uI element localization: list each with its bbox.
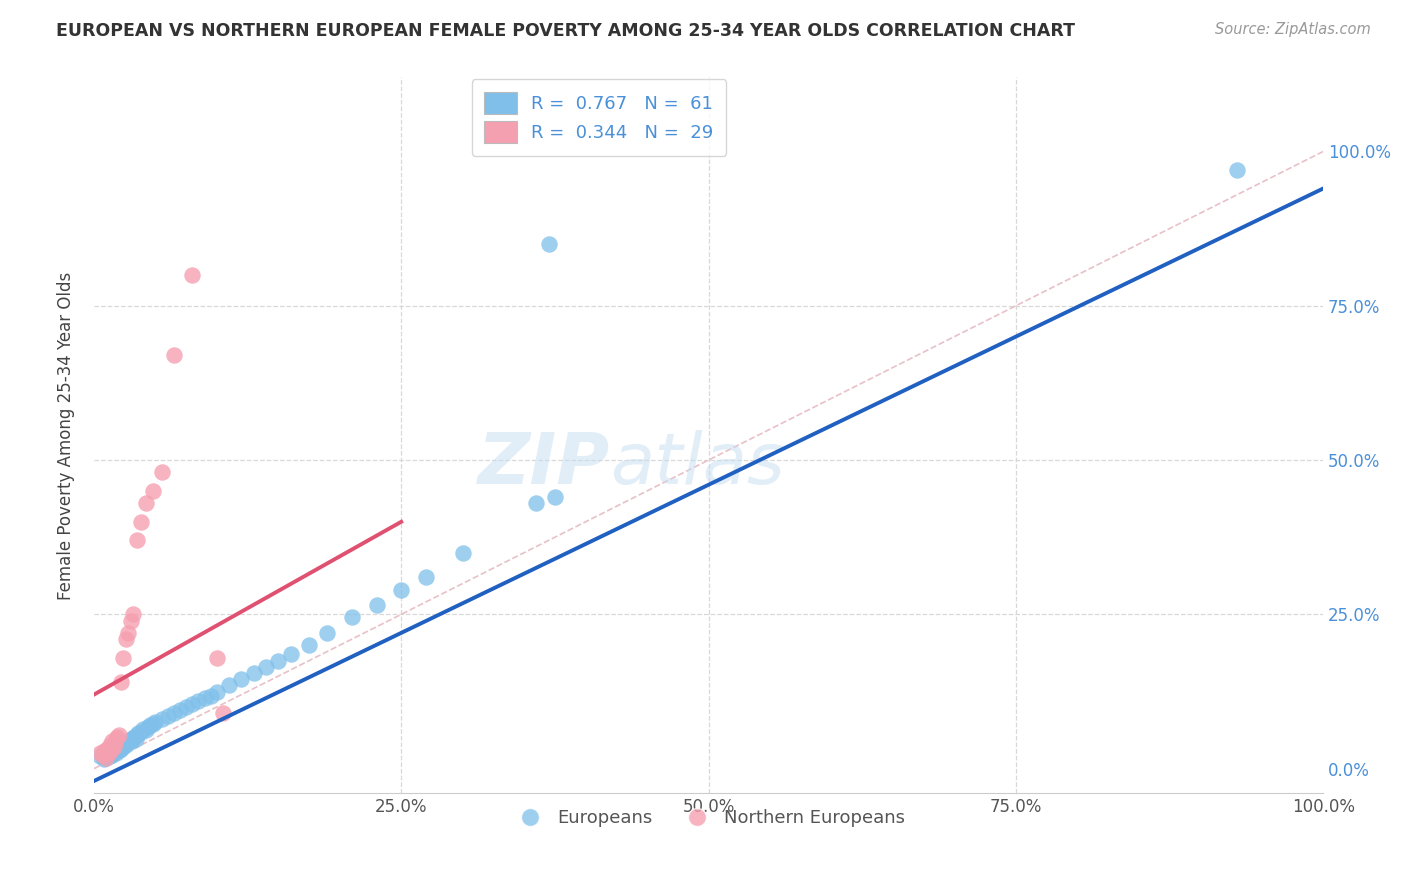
- Point: [142, 483, 165, 498]
- Point: [129, 515, 152, 529]
- Point: [89, 749, 111, 764]
- Point: [205, 650, 228, 665]
- Point: [181, 697, 204, 711]
- Point: [105, 744, 128, 758]
- Point: [103, 740, 125, 755]
- Point: [124, 730, 146, 744]
- Point: [366, 598, 388, 612]
- Point: [105, 730, 128, 744]
- Point: [145, 715, 167, 730]
- Point: [200, 689, 222, 703]
- Point: [104, 743, 127, 757]
- Point: [150, 712, 173, 726]
- Point: [205, 684, 228, 698]
- Point: [111, 741, 134, 756]
- Point: [389, 582, 412, 597]
- Point: [93, 752, 115, 766]
- Point: [212, 706, 235, 720]
- Point: [115, 736, 138, 750]
- Text: ZIP: ZIP: [478, 430, 610, 499]
- Point: [96, 750, 118, 764]
- Point: [115, 738, 138, 752]
- Point: [112, 738, 135, 752]
- Point: [340, 610, 363, 624]
- Point: [129, 724, 152, 739]
- Point: [100, 743, 122, 757]
- Point: [110, 675, 132, 690]
- Point: [150, 466, 173, 480]
- Point: [316, 626, 339, 640]
- Point: [218, 678, 240, 692]
- Point: [1226, 163, 1249, 178]
- Point: [97, 748, 120, 763]
- Point: [120, 732, 142, 747]
- Point: [125, 533, 148, 548]
- Point: [105, 732, 128, 747]
- Point: [107, 728, 129, 742]
- Point: [115, 632, 138, 646]
- Point: [91, 748, 114, 763]
- Text: EUROPEAN VS NORTHERN EUROPEAN FEMALE POVERTY AMONG 25-34 YEAR OLDS CORRELATION C: EUROPEAN VS NORTHERN EUROPEAN FEMALE POV…: [56, 22, 1076, 40]
- Point: [181, 268, 204, 282]
- Point: [104, 736, 127, 750]
- Point: [415, 570, 437, 584]
- Point: [120, 614, 142, 628]
- Point: [101, 734, 124, 748]
- Point: [105, 746, 128, 760]
- Point: [163, 348, 186, 362]
- Point: [97, 746, 120, 760]
- Point: [163, 706, 186, 720]
- Point: [121, 734, 143, 748]
- Point: [122, 731, 145, 745]
- Point: [135, 496, 157, 510]
- Point: [156, 709, 179, 723]
- Point: [114, 737, 136, 751]
- Y-axis label: Female Poverty Among 25-34 Year Olds: Female Poverty Among 25-34 Year Olds: [58, 271, 75, 599]
- Point: [254, 660, 277, 674]
- Point: [110, 740, 132, 755]
- Point: [101, 746, 124, 760]
- Text: atlas: atlas: [610, 430, 785, 499]
- Point: [174, 700, 197, 714]
- Text: Source: ZipAtlas.com: Source: ZipAtlas.com: [1215, 22, 1371, 37]
- Point: [267, 654, 290, 668]
- Point: [117, 626, 139, 640]
- Point: [101, 748, 124, 763]
- Point: [298, 638, 321, 652]
- Point: [98, 749, 121, 764]
- Point: [112, 650, 135, 665]
- Point: [135, 723, 157, 738]
- Point: [526, 496, 548, 510]
- Point: [108, 743, 131, 757]
- Point: [169, 703, 191, 717]
- Point: [139, 718, 162, 732]
- Point: [107, 742, 129, 756]
- Point: [193, 690, 215, 705]
- Point: [98, 738, 121, 752]
- Point: [96, 750, 118, 764]
- Point: [125, 728, 148, 742]
- Point: [451, 546, 474, 560]
- Point: [96, 742, 118, 756]
- Point: [544, 490, 567, 504]
- Point: [89, 746, 111, 760]
- Point: [93, 744, 115, 758]
- Point: [142, 717, 165, 731]
- Point: [127, 726, 149, 740]
- Point: [117, 734, 139, 748]
- Point: [136, 720, 159, 734]
- Point: [132, 722, 155, 736]
- Legend: Europeans, Northern Europeans: Europeans, Northern Europeans: [505, 802, 912, 834]
- Point: [125, 732, 148, 747]
- Point: [537, 237, 560, 252]
- Point: [242, 665, 264, 680]
- Point: [231, 672, 253, 686]
- Point: [280, 648, 302, 662]
- Point: [103, 744, 125, 758]
- Point: [122, 607, 145, 622]
- Point: [187, 694, 209, 708]
